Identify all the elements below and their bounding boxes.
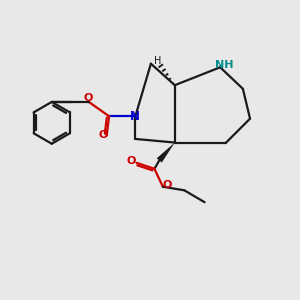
Text: O: O bbox=[83, 93, 93, 103]
Text: O: O bbox=[127, 156, 136, 166]
Text: H: H bbox=[154, 56, 161, 66]
Text: N: N bbox=[130, 110, 140, 123]
Text: O: O bbox=[162, 180, 172, 190]
Text: NH: NH bbox=[214, 60, 233, 70]
Polygon shape bbox=[157, 142, 175, 163]
Text: O: O bbox=[98, 130, 108, 140]
